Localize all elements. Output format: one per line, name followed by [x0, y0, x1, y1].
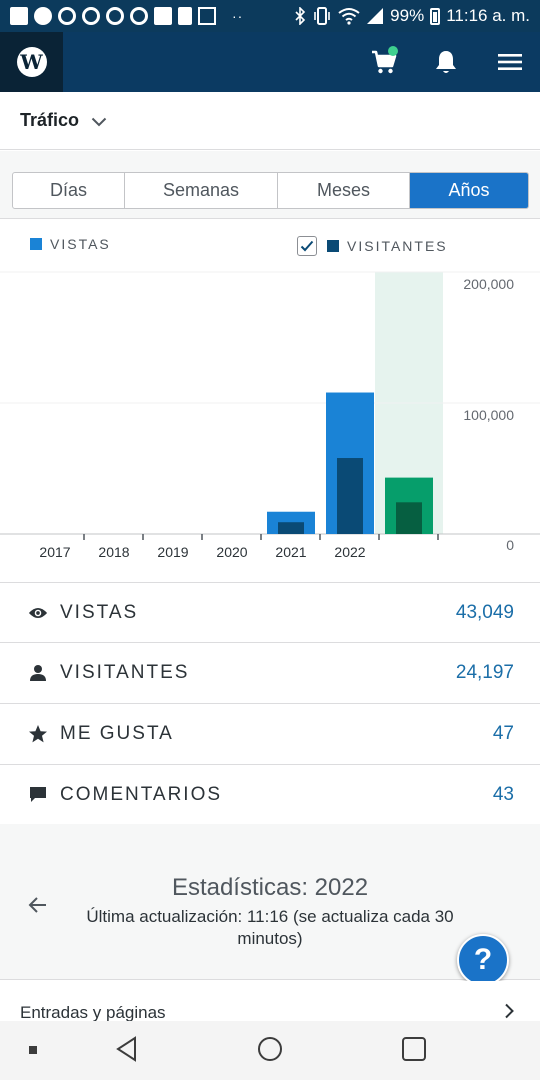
- android-navigation-bar: [0, 1021, 540, 1080]
- last-updated-text: Última actualización: 11:16 (se actualiz…: [86, 907, 454, 948]
- cart-icon: [372, 50, 397, 74]
- traffic-title: Tráfico: [20, 110, 80, 130]
- stat-row-visitors[interactable]: VISITANTES 24,197: [0, 643, 540, 704]
- legend-views-swatch: [30, 238, 42, 250]
- traffic-dropdown[interactable]: Tráfico: [0, 92, 540, 150]
- traffic-bar-chart: 2017 2018 2019 2020 2021 2022 0 100,000 200,000: [0, 271, 540, 560]
- posts-and-pages-label: Entradas y páginas: [20, 1003, 166, 1021]
- x-tick-label-2017: 2017: [39, 544, 70, 560]
- cart-badge: [388, 46, 398, 56]
- y-tick-label: 200,000: [463, 276, 514, 292]
- message-icon: [10, 7, 28, 25]
- home-circle-icon[interactable]: [257, 1036, 283, 1062]
- back-arrow-icon[interactable]: [28, 896, 48, 914]
- person-icon: [28, 663, 48, 683]
- stat-row-likes[interactable]: ME GUSTA 47: [0, 704, 540, 765]
- x-tick-label-2020: 2020: [216, 544, 247, 560]
- comment-icon: [28, 785, 48, 805]
- period-selector-band: Días Semanas Meses Años: [0, 151, 540, 219]
- x-tick-label-2022: 2022: [334, 544, 365, 560]
- help-button[interactable]: ?: [457, 934, 509, 986]
- hamburger-menu-icon: [498, 54, 522, 70]
- stats-period-title: Estadísticas: 2022: [171, 874, 369, 901]
- reader-cart-button[interactable]: [368, 46, 400, 78]
- battery-icon: [430, 7, 441, 25]
- overview-square-icon[interactable]: [401, 1036, 427, 1062]
- notification-dot-icon: [34, 7, 52, 25]
- more-notifications-dots: ··: [232, 8, 244, 24]
- visitors-checkbox[interactable]: [297, 236, 317, 256]
- checkmark-icon: [300, 240, 314, 252]
- notification-icons: ··: [10, 7, 243, 25]
- image-icon: [154, 7, 172, 25]
- recents-dot-icon[interactable]: [28, 1045, 38, 1055]
- clock: 11:16 a. m.: [446, 6, 530, 25]
- legend-views: VISTAS: [30, 236, 111, 252]
- stat-value-visitors: 24,197: [455, 662, 514, 683]
- stat-value-views: 43,049: [455, 601, 514, 623]
- period-tabs: Días Semanas Meses Años: [12, 172, 529, 209]
- eye-icon: [28, 603, 48, 623]
- notifications-button[interactable]: [430, 46, 462, 78]
- bar-visitors-2021: [278, 522, 304, 534]
- chevron-down-icon: [91, 117, 107, 126]
- wifi-icon: [338, 8, 360, 25]
- vibrate-icon: [314, 7, 330, 25]
- stat-row-views[interactable]: VISTAS 43,049: [0, 582, 540, 643]
- stat-label-likes: ME GUSTA: [60, 723, 174, 744]
- bell-icon: [436, 51, 456, 73]
- bluetooth-icon: [295, 7, 306, 25]
- my-sites-button[interactable]: W: [0, 32, 63, 92]
- bar-visitors-2022: [337, 458, 363, 534]
- tab-days[interactable]: Días: [13, 173, 125, 208]
- calendar-icon: [178, 7, 192, 25]
- chrome-icon: [130, 7, 148, 25]
- menu-button[interactable]: [494, 46, 526, 78]
- app-bar: W: [0, 32, 540, 92]
- y-tick-label: 0: [506, 537, 514, 553]
- wordpress-logo-icon: W: [16, 47, 47, 77]
- stat-value-likes: 47: [492, 723, 514, 744]
- chrome-icon: [58, 7, 76, 25]
- gmail-icon: [198, 7, 216, 25]
- x-tick-label-2021: 2021: [275, 544, 306, 560]
- legend-visitors[interactable]: VISITANTES: [297, 236, 448, 256]
- back-triangle-icon[interactable]: [115, 1036, 139, 1062]
- stats-chart-section: VISTAS VISITANTES 2017 2018 2019 2020 2021 20…: [0, 220, 540, 582]
- legend-visitors-swatch: [327, 240, 339, 252]
- chart-legend: VISTAS VISITANTES: [0, 236, 540, 258]
- stat-label-views: VISTAS: [60, 601, 139, 623]
- tab-months[interactable]: Meses: [278, 173, 410, 208]
- chevron-right-icon: [505, 1003, 514, 1019]
- tab-weeks[interactable]: Semanas: [125, 173, 278, 208]
- chrome-icon: [82, 7, 100, 25]
- legend-views-label: VISTAS: [50, 236, 111, 252]
- bar-visitors-2023: [396, 502, 422, 534]
- y-tick-label: 100,000: [463, 407, 514, 423]
- system-status: 99% 11:16 a. m.: [294, 6, 530, 26]
- signal-icon: [367, 8, 384, 24]
- stat-value-comments: 43: [492, 784, 514, 805]
- posts-and-pages-row[interactable]: Entradas y páginas: [0, 981, 540, 1021]
- chrome-icon: [106, 7, 124, 25]
- star-icon: [28, 724, 48, 744]
- stats-period-footer: Estadísticas: 2022 Última actualización:…: [0, 824, 540, 980]
- stat-label-visitors: VISITANTES: [60, 662, 190, 683]
- x-tick-label-2018: 2018: [98, 544, 129, 560]
- battery-percent: 99%: [390, 6, 425, 25]
- tab-years[interactable]: Años: [410, 173, 528, 208]
- stat-row-comments[interactable]: COMENTARIOS 43: [0, 765, 540, 826]
- x-tick-label-2019: 2019: [157, 544, 188, 560]
- legend-visitors-label: VISITANTES: [347, 238, 448, 254]
- stat-label-comments: COMENTARIOS: [60, 784, 223, 805]
- status-bar: ·· 99% 11:16 a. m.: [0, 0, 540, 32]
